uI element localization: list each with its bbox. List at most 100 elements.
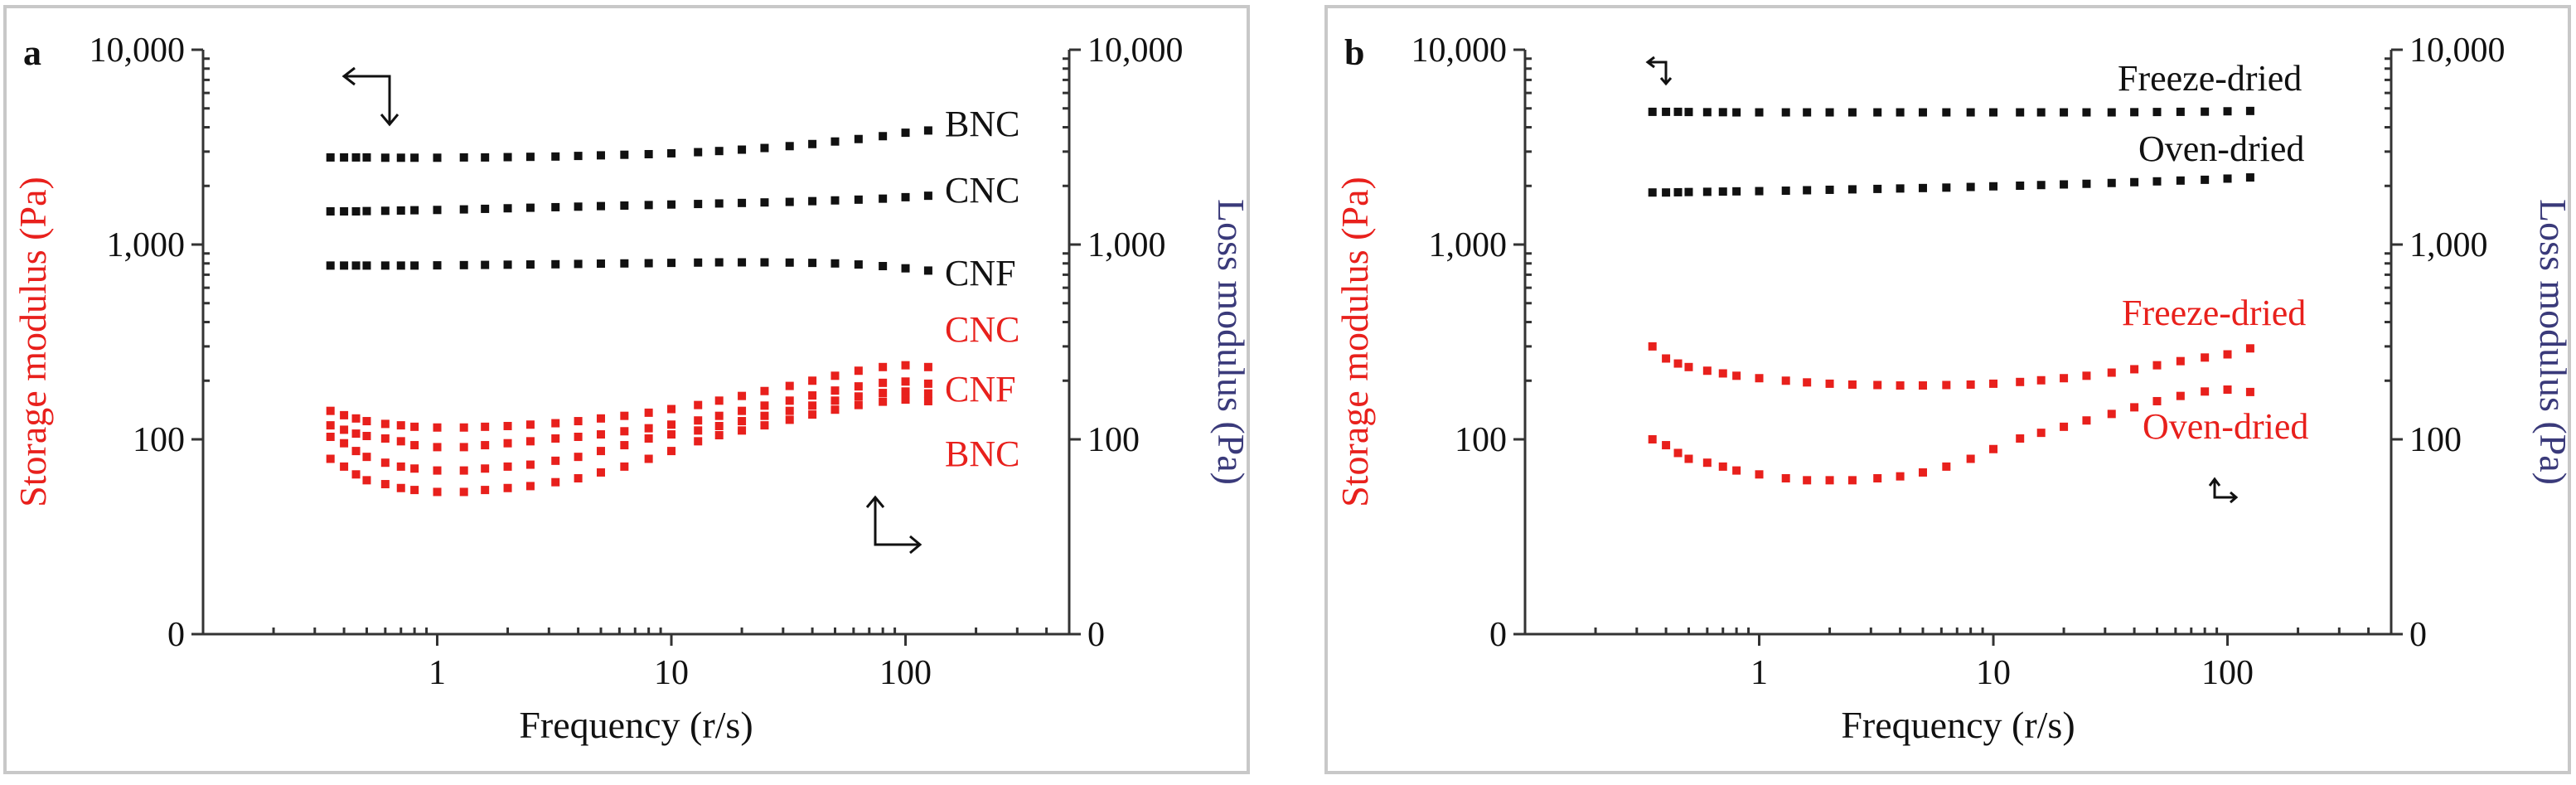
data-point — [1755, 187, 1764, 196]
data-point — [340, 439, 349, 448]
data-point — [1732, 466, 1741, 475]
series-1 — [1648, 173, 2254, 197]
data-point — [620, 150, 629, 159]
data-point — [785, 381, 794, 390]
data-point — [620, 441, 629, 450]
data-point — [785, 142, 794, 151]
arrowhead — [2208, 477, 2221, 487]
data-point — [1803, 108, 1812, 117]
data-point — [396, 437, 405, 446]
data-point — [2036, 376, 2046, 385]
data-point — [340, 261, 349, 270]
y-tick-label-right: 1,000 — [1087, 226, 1166, 264]
data-point — [2245, 106, 2254, 115]
data-point — [481, 464, 490, 473]
data-point — [433, 206, 442, 215]
data-point — [1702, 187, 1712, 196]
data-point — [380, 458, 390, 468]
y-tick-label-right: 0 — [2409, 616, 2427, 654]
data-point — [2152, 396, 2162, 405]
data-point — [574, 417, 583, 426]
data-point — [808, 391, 817, 400]
data-point — [760, 143, 769, 153]
series-label: Oven-dried — [2138, 128, 2304, 169]
data-point — [396, 153, 405, 162]
y-tick-label-right: 1,000 — [2409, 226, 2488, 264]
data-point — [362, 153, 371, 162]
data-point — [503, 260, 512, 269]
data-point — [760, 421, 769, 430]
data-point — [1847, 108, 1857, 117]
data-point — [574, 453, 583, 462]
data-point — [1966, 380, 1975, 389]
data-point — [2223, 107, 2232, 116]
data-point — [738, 258, 747, 267]
data-point — [785, 396, 794, 405]
series-1 — [326, 191, 932, 216]
data-point — [694, 258, 703, 267]
x-tick-label: 100 — [879, 654, 932, 692]
data-point — [1673, 107, 1683, 116]
data-point — [1648, 435, 1657, 443]
panel-label: b — [1344, 32, 1364, 73]
data-point — [1648, 188, 1657, 197]
data-point — [2107, 178, 2116, 187]
data-point — [326, 206, 335, 216]
data-point — [596, 430, 605, 439]
data-point — [923, 379, 932, 388]
data-point — [901, 377, 910, 386]
data-point — [380, 153, 390, 162]
data-point — [830, 386, 840, 395]
data-point — [2060, 180, 2069, 189]
data-point — [525, 260, 535, 269]
data-point — [503, 204, 512, 213]
data-point — [351, 447, 361, 456]
data-point — [1989, 108, 1998, 117]
data-point — [2016, 377, 2025, 386]
data-point — [808, 401, 817, 410]
data-point — [2130, 403, 2139, 412]
series-label: CNF — [945, 253, 1016, 293]
data-point — [574, 432, 583, 441]
y-tick-label-right: 10,000 — [1087, 31, 1184, 70]
y-tick-label-left: 1,000 — [1429, 226, 1508, 264]
data-point — [2016, 182, 2025, 191]
data-point — [326, 421, 335, 430]
data-point — [644, 454, 653, 463]
data-point — [808, 139, 817, 148]
data-point — [433, 487, 442, 497]
series-0 — [1648, 106, 2254, 117]
data-point — [481, 153, 490, 162]
data-point — [1732, 187, 1741, 196]
data-point — [760, 411, 769, 420]
data-point — [2107, 409, 2116, 419]
data-point — [1942, 108, 1951, 117]
data-point — [551, 152, 560, 161]
data-point — [351, 470, 361, 479]
data-point — [1803, 186, 1812, 195]
data-point — [2082, 416, 2091, 425]
data-point — [2201, 387, 2210, 396]
data-point — [738, 406, 747, 415]
data-point — [433, 423, 442, 432]
data-point — [1755, 374, 1764, 383]
data-point — [1847, 380, 1857, 389]
y-tick-label-left: 100 — [133, 421, 185, 459]
data-point — [667, 148, 676, 157]
data-point — [410, 441, 419, 450]
data-point — [362, 206, 371, 216]
data-point — [644, 434, 653, 443]
data-point — [459, 443, 468, 452]
data-point — [644, 408, 653, 417]
data-point — [879, 378, 888, 387]
series-0 — [326, 126, 932, 162]
data-point — [340, 153, 349, 162]
data-point — [596, 414, 605, 423]
data-point — [525, 437, 535, 446]
data-point — [714, 147, 724, 156]
data-point — [760, 401, 769, 410]
data-point — [481, 260, 490, 269]
data-point — [667, 430, 676, 439]
data-point — [854, 392, 863, 401]
